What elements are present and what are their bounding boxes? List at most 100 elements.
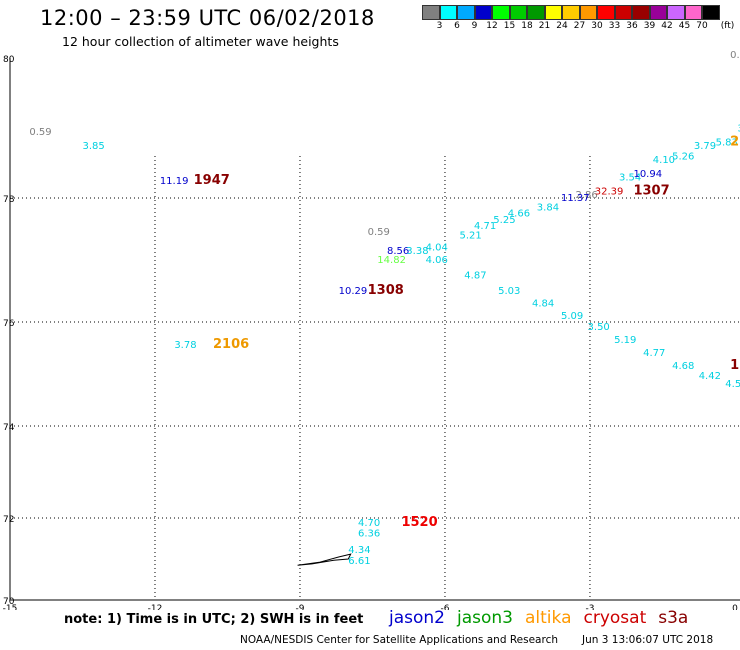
wave-height-value: 10.29 <box>339 286 368 297</box>
lon-tick-label: -3 <box>585 604 594 610</box>
wave-height-value: 3.85 <box>82 141 104 152</box>
colorbar-swatch <box>544 5 562 20</box>
lat-tick-label: 80 <box>3 55 15 65</box>
satellite-legend-jason3: jason3 <box>457 608 513 628</box>
wave-height-value: 3.50 <box>588 322 610 333</box>
wave-height-value: 4.42 <box>699 371 721 382</box>
colorbar-label: 36 <box>626 21 638 31</box>
wave-height-value: 0.5 <box>730 50 740 61</box>
lon-tick-label: -9 <box>295 604 304 610</box>
wave-height-value: 10.94 <box>633 169 662 180</box>
pass-time-label: 21 <box>730 135 740 150</box>
wave-height-value: 6.61 <box>348 556 370 567</box>
credit-text: NOAA/NESDIS Center for Satellite Applica… <box>240 634 558 646</box>
wave-height-value: 3.54 <box>619 173 641 184</box>
satellite-legend-altika: altika <box>525 608 572 628</box>
colorbar-label: 21 <box>538 21 551 31</box>
wave-height-value: 14.82 <box>377 255 406 266</box>
wave-height-value: 4.66 <box>508 209 530 220</box>
wave-height-value: 3 <box>737 124 740 135</box>
wave-height-value: 4.68 <box>672 361 694 372</box>
colorbar-label: 42 <box>661 21 673 31</box>
pass-time-label: 1520 <box>401 515 437 530</box>
wave-height-value: 3.38 <box>406 246 428 257</box>
satellite-legend: jason2 jason3 altika cryosat s3a <box>389 608 700 628</box>
wave-height-value: 4.06 <box>426 255 448 266</box>
colorbar-swatch <box>457 5 475 20</box>
jan-mayen-coastline <box>297 553 352 566</box>
colorbar-label: 27 <box>573 21 586 31</box>
colorbar-swatch <box>562 5 580 20</box>
colorbar-label: 70 <box>696 21 708 31</box>
satellite-legend-cryosat: cryosat <box>583 608 647 628</box>
wave-height-value: 4.04 <box>426 243 448 254</box>
wave-height-value: 3.84 <box>537 202 559 213</box>
generated-timestamp: Jun 3 13:06:07 UTC 2018 <box>582 634 714 646</box>
wave-height-value: 3.78 <box>174 340 196 351</box>
lat-tick-label: 78 <box>3 195 15 205</box>
colorbar-swatch <box>439 5 457 20</box>
wave-height-value: 11.19 <box>160 176 189 187</box>
colorbar-label: 12 <box>486 21 498 31</box>
colorbar-labels: 3 6 9 12 15 18 21 24 27 30 33 36 39 42 45 70 (ft) <box>422 21 740 35</box>
colorbar-label: 9 <box>471 21 478 31</box>
wave-height-value: 4.84 <box>532 299 554 310</box>
wave-height-value: 4.70 <box>358 518 380 529</box>
pass-time-label: 1308 <box>368 283 404 298</box>
wave-height-value: 8.56 <box>387 246 409 257</box>
colorbar-label: (ft) <box>720 21 735 31</box>
wave-height-value: 5.19 <box>614 335 636 346</box>
colorbar-swatch <box>597 5 615 20</box>
units-note: note: 1) Time is in UTC; 2) SWH is in fe… <box>64 612 364 627</box>
wave-height-value: 5.83 <box>716 138 738 149</box>
lon-tick-label: -12 <box>148 604 163 610</box>
colorbar-label: 3 <box>436 21 443 31</box>
colorbar-swatch <box>579 5 597 20</box>
wave-height-value: 4.57 <box>725 379 740 390</box>
colorbar-swatch <box>509 5 527 20</box>
wave-height-value: 4.87 <box>464 271 486 282</box>
colorbar-swatch <box>702 5 720 20</box>
wave-height-value: 4.71 <box>474 221 496 232</box>
wave-height-value: 0.59 <box>29 127 51 138</box>
colorbar-label: 18 <box>521 21 533 31</box>
satellite-legend-s3a: s3a <box>658 608 689 628</box>
colorbar-label: 24 <box>556 21 568 31</box>
pass-time-label: 2106 <box>213 337 249 352</box>
wave-height-value: 11.37 <box>561 193 590 204</box>
lat-tick-label: 74 <box>3 423 15 433</box>
page-title: 12:00 – 23:59 UTC 06/02/2018 <box>40 6 375 30</box>
wave-height-value: 4.77 <box>643 348 665 359</box>
colorbar-label: 6 <box>454 21 460 31</box>
colorbar-swatch <box>649 5 667 20</box>
credit-line: NOAA/NESDIS Center for Satellite Applica… <box>240 634 713 646</box>
colorbar-swatch <box>422 5 440 20</box>
wave-height-value: 6.36 <box>358 528 380 539</box>
colorbar-label: 45 <box>678 21 691 31</box>
colorbar-swatch <box>614 5 632 20</box>
lat-tick-label: 70 <box>3 597 15 607</box>
colorbar-swatch <box>632 5 650 20</box>
pass-time-label: 1 <box>730 358 739 373</box>
colorbar-label: 39 <box>643 21 656 31</box>
wave-height-value: 5.03 <box>498 286 520 297</box>
pass-time-label: 1307 <box>633 184 669 199</box>
colorbar-label: 15 <box>503 21 516 31</box>
wave-height-value: 32.39 <box>595 187 624 198</box>
wave-height-value: 0.59 <box>368 227 390 238</box>
lat-tick-label: 72 <box>3 515 14 525</box>
colorbar-swatch <box>527 5 545 20</box>
pass-time-label: 1947 <box>194 173 230 188</box>
satellite-legend-jason2: jason2 <box>389 608 445 628</box>
wave-height-value: 5.26 <box>672 152 694 163</box>
wave-height-value: 5.21 <box>459 230 481 241</box>
wave-height-value: 4.10 <box>653 155 675 166</box>
wave-height-value: 5.25 <box>493 215 515 226</box>
wave-height-map: 70 72 74 76 78 80 -15 -12 -9 -6 -3 0 0.59 3.85 11.19 0.… <box>3 50 740 610</box>
colorbar-swatch <box>474 5 492 20</box>
wave-height-colorbar <box>422 5 720 20</box>
colorbar-swatch <box>667 5 685 20</box>
lon-tick-label: 0 <box>732 604 738 610</box>
colorbar-label: 30 <box>591 21 603 31</box>
lon-tick-label: -15 <box>3 604 18 610</box>
